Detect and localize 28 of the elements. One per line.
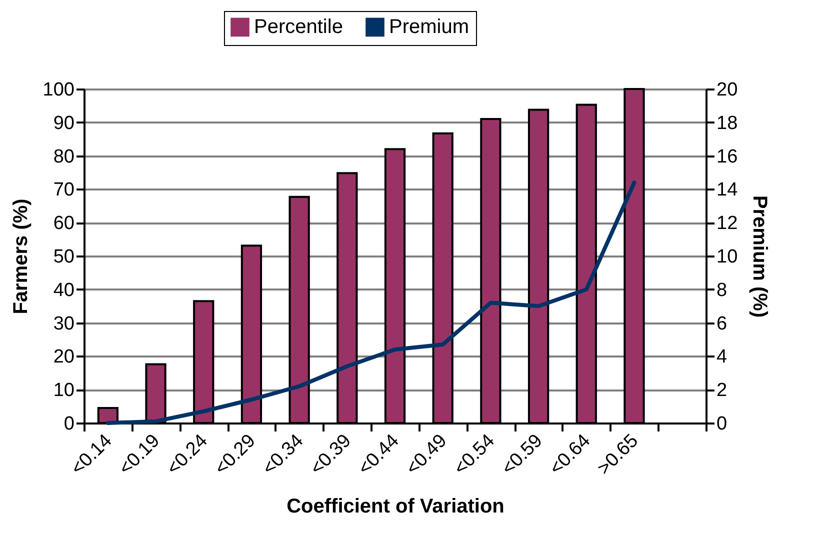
y-tick-label: 10 [53, 380, 74, 402]
y-tick-label: 60 [53, 213, 74, 234]
y2-tick-label: 16 [716, 146, 738, 168]
y2-tick-label: 6 [716, 313, 728, 334]
y-tick-label: 30 [53, 313, 74, 334]
y-tick-label: 80 [53, 146, 74, 168]
y-tick-label: 50 [53, 246, 74, 268]
line-series [106, 180, 636, 425]
legend-label: Percentile [254, 16, 343, 38]
legend-label: Premium [389, 16, 470, 38]
y2-tick-label: 12 [716, 213, 738, 234]
y2-tick-label: 8 [716, 280, 728, 301]
y2-axis-title: Premium (%) [748, 195, 771, 318]
y-tick-label: 40 [53, 280, 74, 301]
y-tick-label: 0 [64, 414, 74, 434]
y-tick-label: 100 [42, 80, 74, 100]
y2-tick-label: 18 [716, 112, 738, 134]
y-axis-title: Farmers (%) [10, 198, 32, 314]
y2-tick-label: 14 [716, 180, 738, 201]
y-tick-label: 90 [53, 112, 74, 134]
y2-tick-label: 4 [716, 346, 728, 368]
y-tick-label: 20 [53, 346, 74, 368]
y2-tick-label: 2 [716, 380, 728, 402]
y2-tick-label: 0 [716, 414, 728, 434]
x-axis-title: Coefficient of Variation [286, 496, 504, 518]
y2-tick-label: 20 [716, 80, 738, 100]
y-tick-label: 70 [53, 180, 74, 201]
y2-tick-label: 10 [716, 246, 738, 268]
